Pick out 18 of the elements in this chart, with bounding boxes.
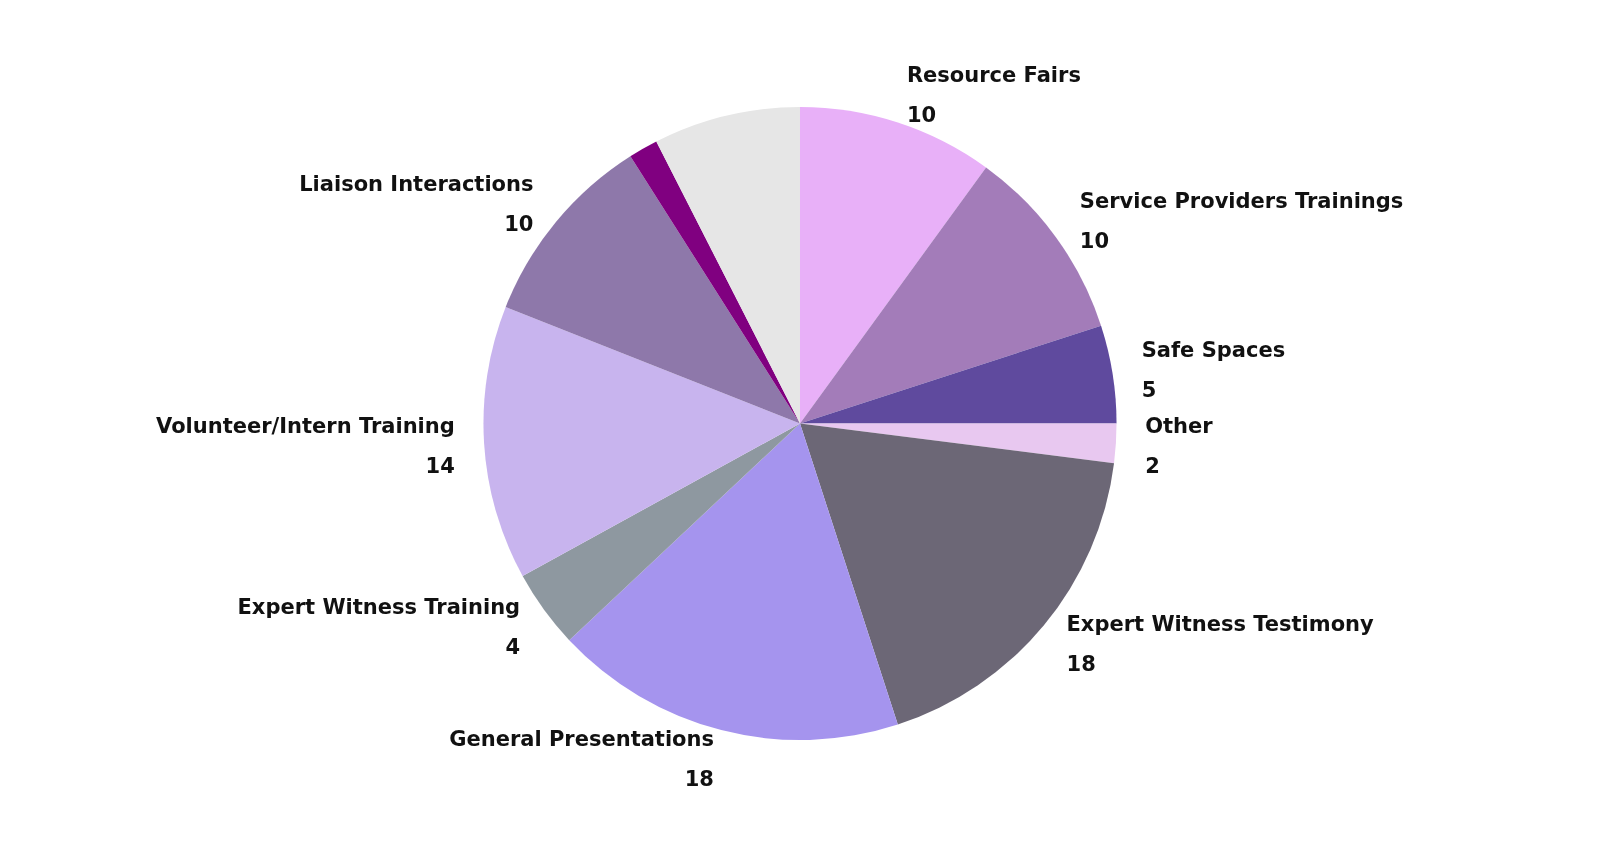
data-label: 4: [505, 635, 521, 660]
data-label: 10: [906, 103, 937, 128]
slice-label: Service Providers Trainings: [1079, 188, 1404, 213]
slice-label: Safe Spaces: [1141, 337, 1286, 362]
slice-label: Expert Witness Training: [237, 595, 521, 620]
data-label: 2: [1145, 453, 1160, 478]
data-label: 10: [504, 211, 534, 236]
slice-label: Resource Fairs: [906, 63, 1081, 88]
data-label: 18: [684, 766, 714, 791]
data-label: 5: [1141, 377, 1157, 402]
data-label: 18: [1066, 652, 1096, 677]
slice-label: Liaison Interactions: [299, 171, 534, 196]
data-label: 14: [425, 453, 455, 478]
slice-label: Expert Witness Testimony: [1066, 612, 1375, 637]
slice-label: General Presentations: [449, 726, 714, 751]
slice-label: Other: [1145, 413, 1214, 438]
data-label: 10: [1079, 228, 1110, 253]
slice-label: Volunteer/Intern Training: [156, 413, 455, 438]
